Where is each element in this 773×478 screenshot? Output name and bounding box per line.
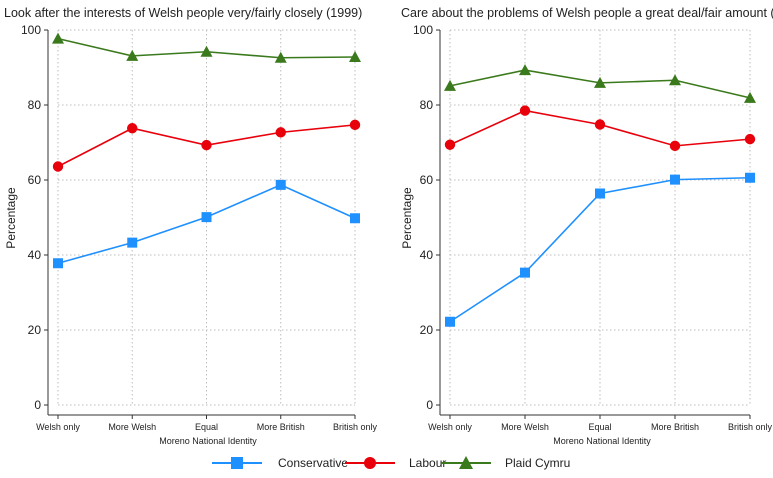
y-tick-label: 40 — [28, 248, 42, 262]
y-tick-label: 100 — [21, 23, 41, 37]
plot-area: 0 20 40 60 80 100 Welsh only More Welsh Equal Mor… — [413, 23, 773, 432]
x-tick-label: Equal — [195, 422, 218, 432]
x-axis-label: Moreno National Identity — [159, 436, 257, 446]
data-point — [201, 139, 212, 151]
data-point — [275, 127, 286, 138]
y-axis-label: Percentage — [4, 187, 18, 249]
data-point — [519, 64, 531, 76]
data-point — [669, 74, 681, 86]
data-point — [349, 51, 361, 62]
data-point — [744, 91, 756, 103]
data-point — [445, 316, 455, 327]
data-point — [349, 119, 361, 131]
y-tick-label: 100 — [413, 23, 433, 37]
chart-title: Care about the problems of Welsh people … — [401, 6, 773, 20]
x-tick-label: British only — [333, 422, 378, 432]
chart-title: Look after the interests of Welsh people… — [4, 6, 362, 20]
y-tick-label: 20 — [420, 323, 434, 337]
data-point — [53, 258, 63, 269]
plot-area: 0 20 40 60 80 100 Welsh only More Welsh Equal Mor… — [21, 23, 378, 432]
chart-panel-2021: Care about the problems of Welsh people … — [400, 6, 773, 446]
y-tick-label: 80 — [28, 98, 42, 112]
data-point — [52, 161, 64, 172]
y-tick-label: 20 — [28, 323, 42, 337]
legend-label: Labour — [409, 456, 446, 470]
x-tick-label: More Welsh — [501, 422, 549, 432]
data-point — [669, 140, 681, 152]
triangle-marker-icon — [459, 456, 473, 469]
circle-marker-icon — [364, 457, 376, 469]
data-point — [595, 188, 605, 199]
data-point — [444, 139, 456, 150]
x-tick-label: Equal — [588, 422, 611, 432]
square-marker-icon — [231, 457, 243, 469]
data-point — [127, 237, 138, 248]
x-tick-label: More British — [651, 422, 699, 432]
y-axis-label: Percentage — [400, 187, 414, 249]
legend-item-conservative: Conservative — [212, 456, 348, 470]
legend-item-labour: Labour — [345, 456, 446, 470]
data-point — [744, 133, 756, 145]
data-point — [201, 212, 212, 223]
data-point — [520, 267, 530, 278]
data-point — [275, 179, 286, 190]
data-point — [594, 119, 606, 130]
data-point — [126, 49, 139, 61]
legend-item-plaid-cymru: Plaid Cymru — [441, 456, 570, 470]
legend-label: Conservative — [278, 456, 348, 470]
data-point — [52, 32, 64, 44]
y-tick-label: 60 — [28, 173, 42, 187]
y-tick-label: 40 — [420, 248, 434, 262]
data-point — [200, 45, 213, 57]
data-point — [670, 174, 680, 185]
x-axis-label: Moreno National Identity — [553, 436, 651, 446]
y-tick-label: 80 — [420, 98, 434, 112]
data-point — [519, 105, 531, 116]
data-point — [444, 79, 456, 91]
x-tick-label: Welsh only — [428, 422, 472, 432]
y-tick-label: 60 — [420, 173, 434, 187]
data-point — [127, 123, 138, 134]
legend-label: Plaid Cymru — [505, 456, 570, 470]
legend: Conservative Labour Plaid Cymru — [212, 456, 570, 470]
data-point — [594, 76, 606, 88]
data-point — [745, 172, 755, 183]
y-tick-label: 0 — [426, 398, 433, 412]
chart-panel-1999: Look after the interests of Welsh people… — [4, 6, 378, 446]
x-tick-label: Welsh only — [36, 422, 80, 432]
x-tick-label: More British — [257, 422, 305, 432]
x-tick-label: British only — [728, 422, 773, 432]
data-point — [274, 51, 287, 63]
y-tick-label: 0 — [34, 398, 41, 412]
data-point — [350, 213, 360, 224]
x-tick-label: More Welsh — [108, 422, 156, 432]
